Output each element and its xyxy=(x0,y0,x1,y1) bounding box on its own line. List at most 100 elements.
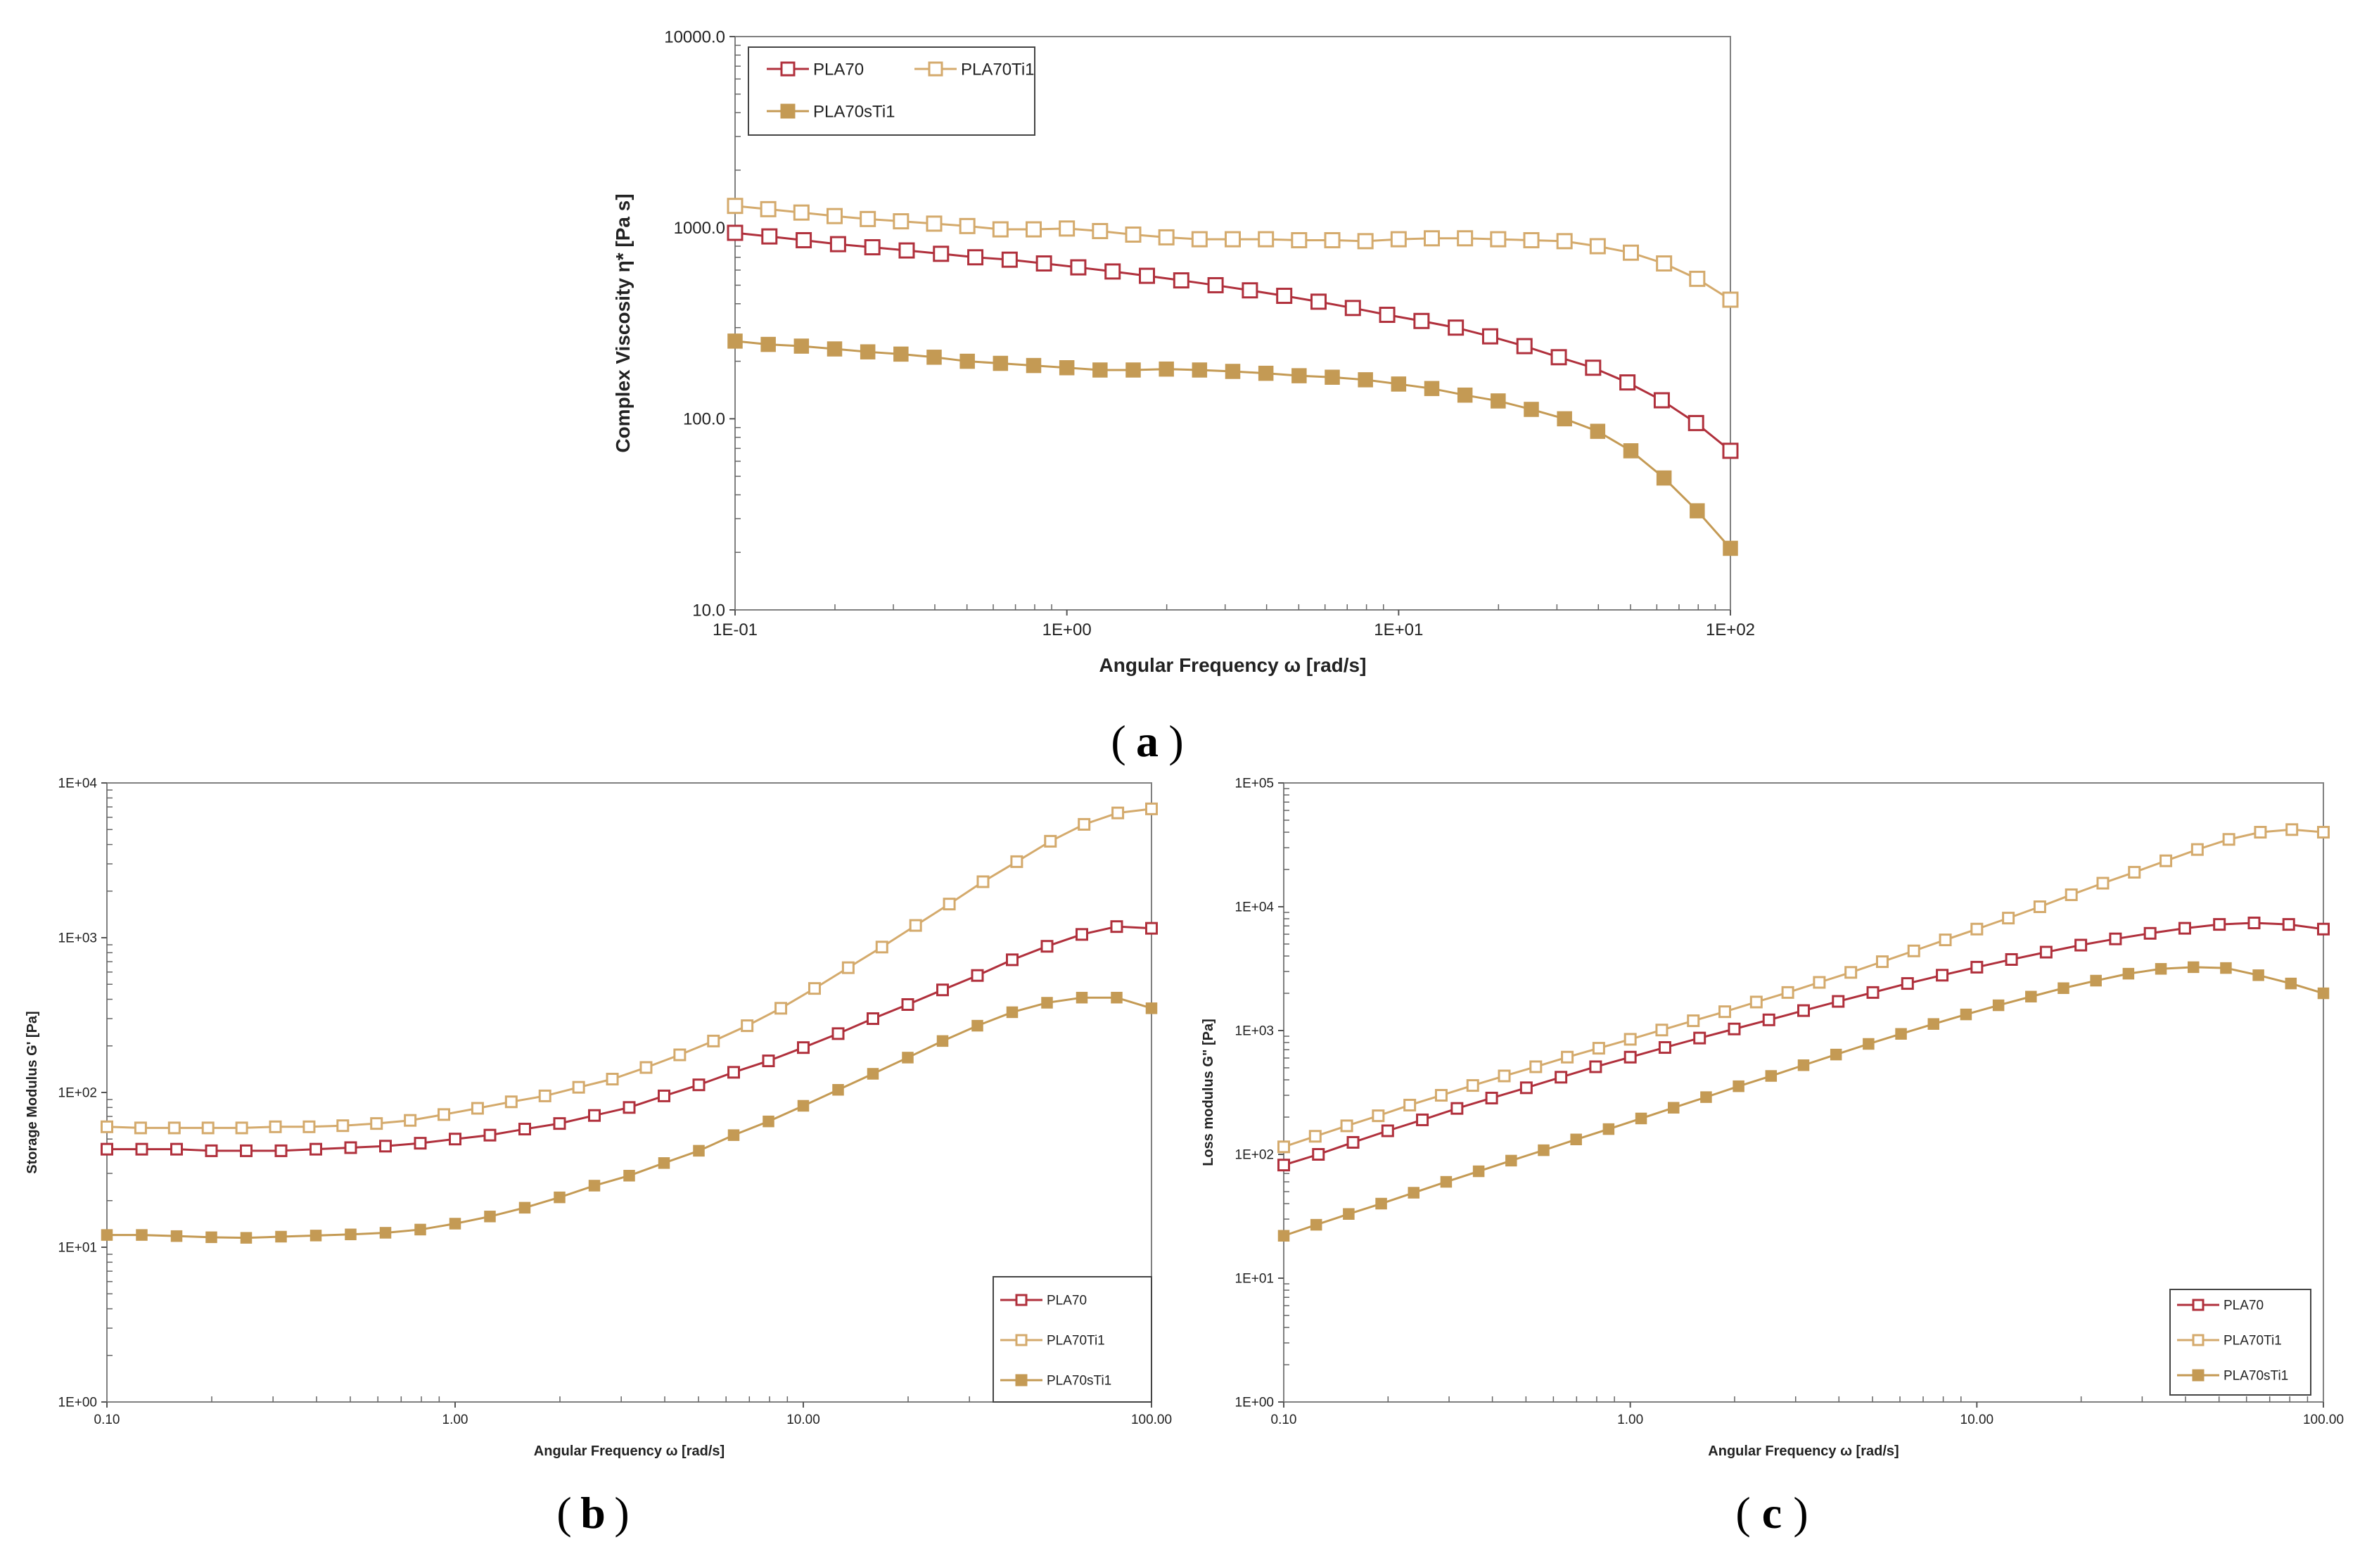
data-point xyxy=(762,1054,775,1068)
data-point xyxy=(943,898,956,911)
data-point xyxy=(1687,414,1704,431)
data-point xyxy=(2109,932,2122,945)
data-point xyxy=(992,221,1009,238)
data-point xyxy=(471,1102,484,1115)
data-point xyxy=(1927,1018,1939,1030)
legend-swatch-marker xyxy=(780,103,796,119)
data-point xyxy=(1863,1038,1875,1050)
minor-ticks-a xyxy=(735,44,1716,610)
data-point xyxy=(2143,926,2157,940)
data-point xyxy=(2128,865,2141,879)
data-point xyxy=(438,1108,451,1121)
data-point xyxy=(449,1218,461,1230)
y-tick-label: 100.0 xyxy=(683,410,725,429)
data-point xyxy=(1524,402,1539,417)
data-point xyxy=(1450,1102,1464,1115)
data-point xyxy=(1687,1014,1700,1028)
data-point xyxy=(1619,374,1636,391)
data-point xyxy=(484,1211,496,1223)
data-point xyxy=(1145,802,1158,815)
data-point xyxy=(2285,977,2297,990)
data-point xyxy=(2155,963,2167,975)
data-point xyxy=(760,200,777,217)
data-point xyxy=(1592,1042,1605,1055)
legend-swatch-marker xyxy=(1015,1374,1028,1387)
data-point xyxy=(827,341,843,357)
data-point xyxy=(936,983,949,997)
data-point xyxy=(379,1140,392,1153)
data-point xyxy=(760,336,776,352)
legend-swatch-marker xyxy=(780,61,796,77)
series-line-PLA70Ti1 xyxy=(1283,828,2324,1148)
data-point xyxy=(1173,272,1189,289)
data-point xyxy=(1276,288,1293,305)
data-point xyxy=(2282,918,2295,931)
data-point xyxy=(741,1019,754,1033)
data-point xyxy=(1485,1091,1498,1104)
data-point xyxy=(518,1202,531,1214)
data-point xyxy=(1555,1071,1568,1084)
data-point xyxy=(829,236,846,253)
data-point xyxy=(1372,1109,1385,1123)
chart-b-storage-modulus: 0.10 1.00 10.00 100.00 1E+00 1E+01 1E+02 1E+03 1… xyxy=(25,777,1172,1459)
minor-ticks-c xyxy=(1284,788,2309,1402)
data-point xyxy=(623,1101,636,1114)
data-point xyxy=(1875,955,1889,969)
data-point xyxy=(101,1229,113,1241)
data-point xyxy=(1623,443,1639,459)
data-point xyxy=(867,1012,879,1026)
data-point xyxy=(1242,282,1258,299)
data-point xyxy=(345,1228,357,1241)
data-point xyxy=(240,1232,253,1244)
data-point xyxy=(707,1034,720,1047)
legend-label: PLA70sTi1 xyxy=(1047,1374,1111,1389)
data-point xyxy=(1277,1230,1290,1242)
legend-label: PLA70Ti1 xyxy=(2224,1334,2282,1349)
data-point xyxy=(2317,987,2330,1000)
data-point xyxy=(2222,833,2235,846)
y-axis-label: Storage Modulus G' [Pa] xyxy=(25,1011,40,1173)
data-point xyxy=(1390,231,1407,248)
data-point xyxy=(1490,231,1507,248)
y-tick-label: 1E+04 xyxy=(58,777,98,791)
data-point xyxy=(901,997,914,1011)
data-point xyxy=(2090,974,2102,987)
data-point xyxy=(1434,1089,1448,1102)
data-point xyxy=(1076,928,1088,941)
data-point xyxy=(2159,854,2173,867)
data-point xyxy=(1656,255,1673,272)
data-point xyxy=(1035,255,1052,272)
data-point xyxy=(1225,231,1241,248)
legend-label: PLA70sTi1 xyxy=(813,102,895,121)
data-point xyxy=(1722,291,1739,308)
data-point xyxy=(1690,503,1705,518)
data-point xyxy=(2220,962,2232,974)
data-point xyxy=(449,1133,461,1146)
data-point xyxy=(909,919,922,932)
data-point xyxy=(793,338,810,354)
data-point xyxy=(269,1120,282,1133)
series-PLA70 xyxy=(101,920,1158,1157)
data-point xyxy=(240,1144,253,1157)
data-point xyxy=(1939,933,1952,947)
y-tick-label: 1E+00 xyxy=(58,1396,97,1410)
data-point xyxy=(1635,1112,1647,1125)
y-tick-label: 1E+03 xyxy=(58,931,97,946)
data-point xyxy=(763,1115,774,1128)
data-point xyxy=(2190,843,2204,856)
y-tick-label: 1E+01 xyxy=(58,1241,97,1256)
data-point xyxy=(893,213,910,230)
series-PLA70 xyxy=(727,224,1739,459)
panel-label-a-close: ) xyxy=(1168,716,1183,766)
data-point xyxy=(1457,230,1474,247)
data-point xyxy=(310,1230,322,1242)
data-point xyxy=(1078,817,1091,831)
data-point xyxy=(1277,1140,1290,1154)
data-point xyxy=(1125,227,1142,243)
data-point xyxy=(1310,1218,1322,1231)
data-point xyxy=(1344,300,1361,317)
data-point xyxy=(1207,276,1224,293)
data-point xyxy=(554,1191,566,1204)
data-point xyxy=(1723,540,1738,556)
panel-label-c: c xyxy=(1762,1488,1782,1538)
